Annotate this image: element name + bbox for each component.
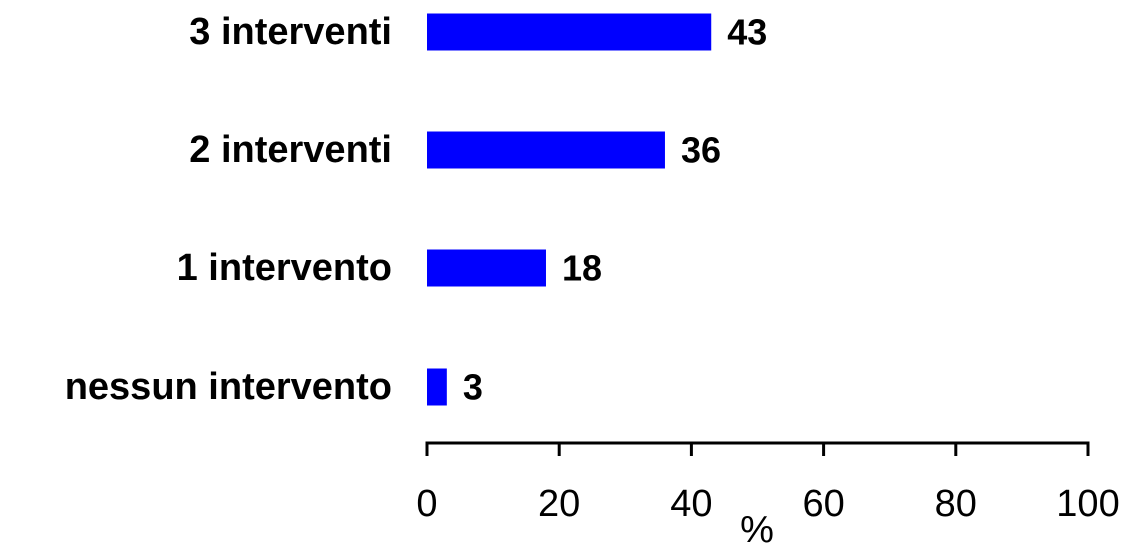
data-label: 18 [562, 248, 602, 289]
labels-layer: 3 interventi 43 2 interventi 36 1 intervento… [65, 11, 768, 408]
data-label: 36 [681, 130, 721, 171]
x-axis: 0 20 40 60 80 100 [416, 441, 1120, 525]
x-tick-label: 40 [670, 483, 712, 525]
bars-layer [427, 13, 712, 406]
bar [427, 368, 447, 406]
category-label: 2 interventi [189, 129, 392, 171]
data-label: 3 [463, 367, 483, 408]
data-label: 43 [727, 12, 767, 53]
x-tick-label: 100 [1056, 483, 1119, 525]
x-tick-label: 20 [538, 483, 580, 525]
bar [427, 13, 712, 51]
bar [427, 131, 665, 169]
x-axis-title: % [740, 509, 774, 547]
x-tick-label: 80 [935, 483, 977, 525]
bar [427, 249, 546, 287]
category-label: 3 interventi [189, 11, 392, 53]
x-tick-label: 0 [416, 483, 437, 525]
category-label: nessun intervento [65, 366, 392, 408]
x-tick-label: 60 [802, 483, 844, 525]
category-label: 1 intervento [177, 247, 392, 289]
